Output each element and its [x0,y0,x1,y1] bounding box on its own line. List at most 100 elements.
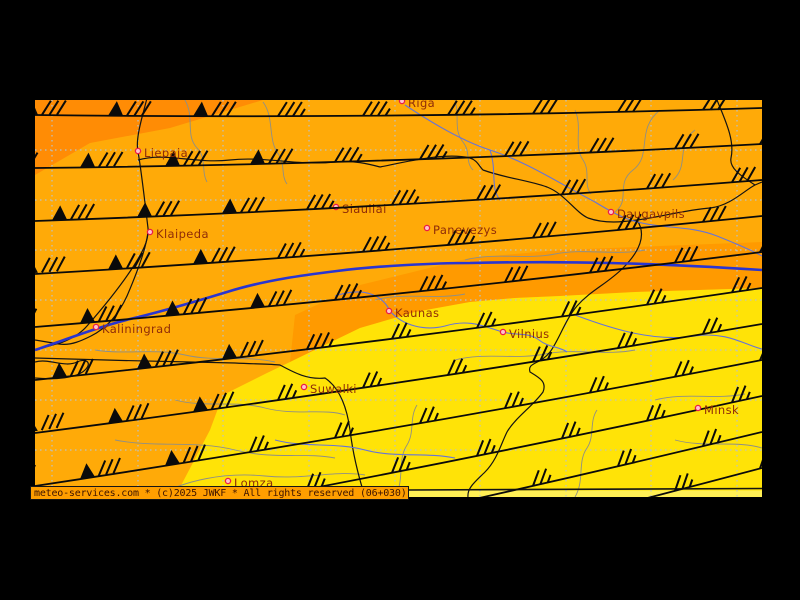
wind-barb-b30 [617,213,642,231]
wind-streamline [35,359,762,487]
wind-barb-flag [80,304,123,324]
admin-border [114,439,336,459]
wind-barb-b30 [476,184,502,201]
wind-barb-b25 [731,385,751,403]
city-liepaja: Liepaja [134,146,188,160]
wind-barb-flag [108,402,150,424]
wind-barb-b25 [617,448,637,467]
wind-barb-b25 [759,452,762,469]
wind-barb-flag [52,358,94,379]
river [489,149,501,201]
wind-barb-b30 [731,166,757,183]
city-label: Panevezys [433,223,497,237]
wind-barb-b25 [532,468,552,487]
wind-barb-b30 [702,205,727,223]
wind-barb-flag [35,412,65,433]
wind-barb-b35 [306,331,334,350]
wind-barb-b25 [617,331,638,349]
wind-barb-b35 [334,283,363,301]
wind-barb-b35 [362,235,391,253]
wind-barb-flag [222,339,264,360]
wind-barb-b30 [646,172,672,190]
wind-barb-b25 [362,371,383,389]
wind-barb-b25 [702,428,722,447]
wind-barb-flag [193,391,235,412]
wind-barb-b30 [674,133,700,150]
wind-barb-b25 [419,406,439,424]
admin-border [674,439,762,449]
weather-map: Riga Siauliai Liepaja Klaipeda Panevezys Daug… [35,100,762,497]
city-marker [694,404,702,412]
wind-barb-b25 [249,435,269,453]
country-border [716,100,756,186]
wind-barb-flag [52,203,96,221]
wind-barb-flag [137,349,179,369]
city-marker [224,477,232,485]
city-panevezys: Panevezys [423,223,497,237]
wind-barb-b25 [674,473,694,492]
city-klaipeda: Klaipeda [146,227,209,241]
wind-streamline [35,251,762,328]
wind-barb-b35 [277,241,306,259]
wind-streamline [479,431,762,497]
wind-streamline [647,467,762,497]
wind-barb-b25 [561,421,581,439]
admin-border [454,349,636,361]
wind-barb-flag [165,150,209,167]
city-label: Daugavpils [617,207,685,221]
map-svg: Riga Siauliai Liepaja Klaipeda Panevezys Daug… [35,100,762,497]
wind-barb-b25 [731,276,752,293]
wind-barb-flag [35,152,39,168]
wind-barb-flag [80,457,121,480]
city-label: Klaipeda [156,227,209,241]
wind-streamline [35,215,762,275]
wind-barb-b25 [702,317,723,335]
city-marker [385,307,393,315]
admin-border [374,293,466,301]
wind-barb-flag [193,101,237,117]
city-marker [423,224,431,232]
wind-barb-flag [250,148,294,165]
city-vilnius: Vilnius [499,327,549,341]
wind-barb-b25 [391,455,411,474]
admin-border [654,393,746,401]
wind-barb-b25 [476,311,497,329]
wind-barb-b25 [476,438,496,457]
wind-barb-flag [108,251,151,270]
wind-barb-b30 [759,236,762,253]
wind-barb-b35 [419,144,448,160]
wind-streamline [35,143,762,169]
admin-border [614,109,661,213]
wind-barb-b30 [504,140,530,157]
city-label: Siauliai [342,202,387,216]
wind-barb-b30 [617,100,643,113]
city-marker [300,383,308,391]
city-minsk: Minsk [694,403,739,417]
wind-barb-b35 [391,189,420,206]
river [334,291,568,353]
admin-border [94,349,276,363]
copyright-bar: meteo-services.com * (c)2025 JWKF * All … [30,486,409,500]
wind-barb-b35 [306,193,335,210]
city-marker [499,328,507,336]
city-kaliningrad: Kaliningrad [92,322,171,336]
wind-barb-b30 [674,245,699,264]
wind-barb-flag [250,289,293,309]
high-wind-region [35,100,263,175]
wind-barb-flag [193,246,236,265]
wind-barb-flag [137,200,181,218]
wind-streamline [35,287,762,381]
wind-barb-b25 [561,300,582,317]
city-marker [146,228,154,236]
wind-barb-b25 [447,358,468,376]
admin-border [394,404,418,497]
country-border [35,230,149,345]
wind-barb-b30 [589,255,614,274]
wind-streamline [261,395,762,497]
city-daugavpils: Daugavpils [607,207,685,221]
wind-barb-b25 [646,288,667,306]
country-border [467,219,642,497]
wind-barb-b30 [561,178,587,195]
wind-barb-b30 [532,100,558,115]
